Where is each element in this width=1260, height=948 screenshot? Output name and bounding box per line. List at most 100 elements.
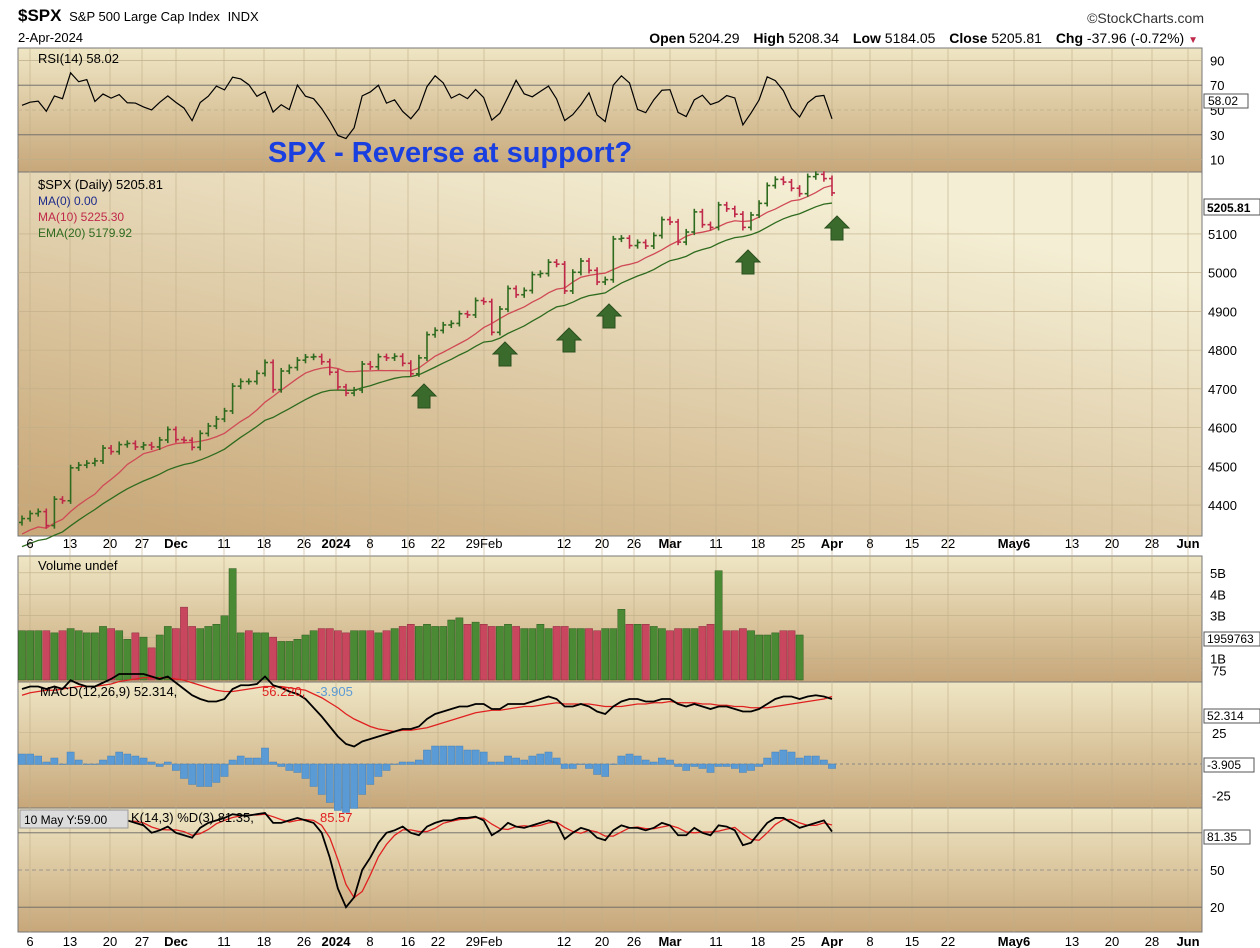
- price-bar: [658, 216, 665, 239]
- volume-bar: [74, 630, 83, 681]
- price-bar: [513, 285, 520, 298]
- macd-hist-bar: [674, 763, 682, 767]
- macd-hist-bar: [244, 757, 253, 765]
- price-bar: [521, 287, 528, 298]
- volume-bar: [163, 626, 172, 681]
- macd-tick-label: 25: [1212, 726, 1226, 741]
- rsi-layer: [21, 71, 833, 140]
- volume-bar: [253, 632, 261, 681]
- price-bar: [253, 370, 260, 385]
- volume-bar: [722, 630, 731, 681]
- price-bar: [561, 261, 568, 294]
- x-tick-label: 25: [791, 536, 805, 551]
- x-tick-label: 20: [595, 536, 609, 551]
- price-bar: [667, 216, 673, 226]
- macd-hist-bar: [407, 761, 415, 765]
- svg-text:-3.905: -3.905: [1207, 758, 1241, 772]
- macd-hist-bar: [139, 757, 148, 765]
- volume-bar: [236, 632, 245, 681]
- stoch-k-line: [21, 811, 833, 909]
- macd-hist-bar: [439, 745, 448, 765]
- volume-bar: [18, 630, 26, 681]
- price-bar: [67, 464, 74, 504]
- macd-hist-bar: [641, 759, 650, 765]
- support-arrow-icon: [595, 303, 623, 329]
- volume-bar: [358, 630, 367, 681]
- volume-bar: [66, 628, 75, 681]
- x-tick-label: 13: [1065, 536, 1079, 551]
- volume-bar: [641, 624, 650, 681]
- macd-hist-bar: [212, 763, 221, 783]
- macd-hist-bar: [99, 759, 107, 765]
- macd-hist-bar: [666, 759, 674, 765]
- macd-hist-bar: [107, 755, 115, 765]
- volume-bar: [317, 628, 326, 681]
- svg-text:1959763: 1959763: [1207, 632, 1254, 646]
- volume-bar: [552, 626, 561, 681]
- rsi-value-tag: 58.02: [1203, 93, 1249, 109]
- volume-bar: [155, 634, 164, 681]
- price-bar: [829, 175, 835, 197]
- rsi-title: RSI(14) 58.02: [38, 51, 119, 66]
- x-tick-label: Jun: [1176, 536, 1199, 551]
- volume-bar: [390, 628, 399, 681]
- volume-bar: [633, 624, 642, 681]
- price-value-tag: 5205.81: [1203, 198, 1260, 216]
- price-bar: [310, 353, 317, 361]
- macd-hist-bar: [447, 745, 456, 765]
- price-panel-bg: [17, 171, 1203, 537]
- volume-bar: [625, 624, 634, 681]
- macd-hist-bar: [763, 757, 771, 765]
- brand-label[interactable]: ©StockCharts.com: [1087, 10, 1204, 26]
- macd-hist-bar: [74, 759, 83, 765]
- x-tick-label: 2024: [322, 536, 352, 551]
- price-tick-label: 4400: [1208, 498, 1237, 513]
- x-tick-label: 20: [1105, 536, 1119, 551]
- macd-hist-bar: [82, 763, 91, 765]
- price-bar: [35, 508, 42, 517]
- macd-hist-bar: [650, 761, 658, 765]
- macd-hist-bar: [625, 753, 634, 765]
- volume-bar: [366, 630, 375, 681]
- macd-hist-bar: [690, 763, 699, 767]
- x-tick-label: Dec: [164, 536, 188, 551]
- price-bar: [707, 221, 714, 231]
- x-tick-label: 20: [1105, 934, 1119, 948]
- hover-label: 10 May Y:59.00: [24, 813, 108, 827]
- volume-bar: [172, 628, 180, 681]
- price-bar: [756, 200, 763, 219]
- macd-hist-bar: [463, 749, 472, 765]
- macd-line: [21, 673, 833, 748]
- price-bar: [602, 276, 609, 286]
- x-tick-label: 8: [866, 536, 873, 551]
- price-bar: [448, 320, 455, 329]
- volume-tick-label: 3B: [1210, 609, 1226, 624]
- volume-bar: [706, 624, 715, 681]
- volume-bar: [107, 628, 115, 681]
- macd-value-tag: 52.314: [1203, 708, 1260, 724]
- macd-hist-bar: [471, 749, 480, 765]
- macd-hist-bar: [155, 763, 164, 767]
- price-bar: [148, 441, 155, 451]
- macd-hist-bar: [261, 747, 269, 765]
- volume-bar: [58, 630, 67, 681]
- macd-hist-bar: [42, 761, 51, 765]
- volume-bar: [91, 632, 99, 681]
- price-bar: [715, 201, 722, 231]
- price-bar: [642, 239, 649, 250]
- macd-hist-bar: [374, 763, 383, 777]
- macd-hist-bar: [50, 757, 59, 765]
- macd-hist-bar: [633, 755, 642, 765]
- x-tick-label: Apr: [821, 536, 843, 551]
- price-tick-label: 5100: [1208, 227, 1237, 242]
- macd-hist-bar: [350, 763, 358, 809]
- x-tick-label: 28: [1145, 934, 1159, 948]
- volume-bar: [342, 632, 350, 681]
- macd-hist-bar: [382, 763, 391, 771]
- macd-hist-bar: [682, 763, 690, 771]
- x-tick-label: 11: [709, 536, 723, 551]
- volume-bar: [261, 632, 269, 681]
- x-tick-label: Jun: [1176, 934, 1199, 948]
- macd-hist-bar: [220, 763, 229, 777]
